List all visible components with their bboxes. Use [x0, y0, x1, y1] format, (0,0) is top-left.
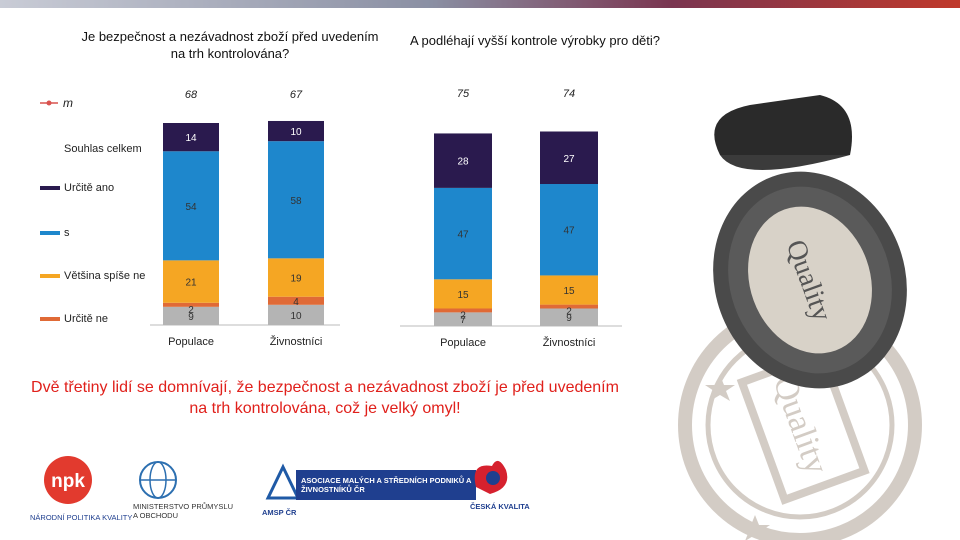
chart1-bar-spise_ne-2 — [268, 258, 324, 297]
chart1-data-label-spise_ano-2: 58 — [290, 196, 302, 207]
chart2-title: A podléhají vyšší kontrole výrobky pro d… — [409, 33, 661, 48]
svg-text:npk: npk — [51, 471, 85, 492]
logo-graphics: npk — [44, 456, 508, 504]
chart2-bar-urcite_ano-1 — [434, 133, 492, 188]
chart2-data-label-nevim-1: 7 — [460, 315, 466, 326]
legend-swatch-spise_ano — [40, 231, 60, 235]
chart2-souhlas-label-1: 75 — [457, 88, 470, 100]
chart1-bar-spise_ano-1 — [163, 151, 219, 261]
amsp-logo-text: ASOCIACE MALÝCH A STŘEDNÍCH PODNIKŮ A ŽI… — [301, 476, 472, 494]
legend-label-urcite_ano: Určitě ano — [64, 182, 114, 194]
chart2-souhlas-label-2: 74 — [563, 88, 575, 100]
legend-label-souhlas_line: Souhlas celkem — [64, 143, 142, 155]
chart1-data-label-spise_ano-1: 54 — [185, 202, 197, 213]
legend-label-urcite_ne: Určitě ne — [64, 313, 108, 325]
key-message: Dvě třetiny lidí se domnívají, že bezpeč… — [31, 379, 619, 417]
chart1-bar-nevim-2 — [268, 304, 324, 325]
ceska-kvalita-logo-text: ČESKÁ KVALITA — [470, 502, 530, 511]
chart2-category-label-1: Populace — [440, 337, 486, 349]
chart2-bar-spise_ano-1 — [434, 187, 492, 280]
chart2-bar-nevim-2 — [540, 308, 598, 326]
legend-swatch-urcite_ne — [40, 317, 60, 321]
chart2-data-label-urcite_ne-2: 2 — [566, 307, 572, 318]
mpo-logo-text: MINISTERSTVO PRŮMYSLU A OBCHODU — [133, 502, 234, 520]
legend-line-label: m — [63, 96, 73, 110]
chart1-bar-urcite_ano-2 — [268, 120, 324, 142]
quality-stamp-illustration: Quality Quality — [678, 95, 922, 540]
chart2-data-label-urcite_ano-2: 27 — [563, 154, 575, 165]
chart1-data-label-urcite_ne-1: 2 — [188, 305, 194, 316]
chart1-souhlas-label-1: 68 — [185, 89, 198, 101]
legend-line-dot — [46, 100, 52, 106]
chart1-bar-urcite_ne-1 — [163, 302, 219, 307]
chart1-category-label-1: Populace — [168, 336, 214, 348]
ceska-kvalita-logo-icon — [474, 460, 508, 494]
chart2-data-label-spise_ne-2: 15 — [563, 286, 575, 297]
chart2-bar-spise_ne-1 — [434, 279, 492, 309]
amsp-logo-icon — [265, 463, 476, 500]
chart1-data-label-urcite_ano-2: 10 — [290, 127, 302, 138]
chart1-data-label-spise_ne-2: 19 — [290, 274, 302, 285]
chart2-bar-urcite_ne-2 — [540, 304, 598, 309]
chart1-bar-spise_ne-1 — [163, 260, 219, 303]
chart2-bar-urcite_ne-1 — [434, 308, 492, 313]
chart2-bar-spise_ne-2 — [540, 275, 598, 305]
legend-swatch-spise_ne — [40, 274, 60, 278]
chart2-data-label-spise_ne-1: 15 — [457, 290, 469, 301]
chart1-title: Je bezpečnost a nezávadnost zboží před u… — [81, 29, 379, 61]
chart2-data-label-nevim-2: 9 — [566, 313, 572, 324]
legend-label-spise_ne: Většina spíše ne — [64, 270, 145, 282]
chart2-category-label-2: Živnostníci — [543, 336, 596, 349]
chart2-data-label-urcite_ne-1: 2 — [460, 310, 466, 321]
chart1-category-label-2: Živnostníci — [270, 335, 323, 348]
amsp-logo-short: AMSP ČR — [262, 508, 297, 517]
chart1-data-label-urcite_ano-1: 14 — [185, 133, 197, 144]
chart1-bar-spise_ano-2 — [268, 141, 324, 259]
chart2-data-label-urcite_ano-1: 28 — [457, 157, 469, 168]
chart2-data-label-spise_ano-2: 47 — [563, 226, 575, 237]
chart1-data-label-urcite_ne-2: 4 — [293, 297, 299, 308]
chart1-bar-urcite_ne-2 — [268, 296, 324, 305]
chart1-bar-nevim-1 — [163, 306, 219, 325]
chart1-data-label-nevim-2: 10 — [290, 311, 302, 322]
mpo-logo-icon — [139, 461, 177, 499]
chart1-souhlas-label-2: 67 — [290, 89, 303, 101]
rubber-stamp-icon: Quality — [713, 95, 907, 389]
legend-swatch-urcite_ano — [40, 186, 60, 190]
chart2-bar-spise_ano-2 — [540, 184, 598, 276]
partner-logos: npk NÁRODNÍ POLITIKA KVALITY MINISTERSTV… — [0, 452, 560, 532]
npk-logo-text: NÁRODNÍ POLITIKA KVALITY — [30, 513, 133, 522]
chart1-bar-urcite_ano-1 — [163, 123, 219, 152]
chart2-data-label-spise_ano-1: 47 — [457, 230, 469, 241]
legend-label-spise_ano: s — [64, 227, 70, 239]
chart2-bar-nevim-1 — [434, 312, 492, 326]
chart2-bar-urcite_ano-2 — [540, 131, 598, 185]
npk-logo-icon: npk — [44, 456, 92, 504]
chart1-data-label-nevim-1: 9 — [188, 312, 194, 323]
top-decorative-bar — [0, 0, 960, 8]
chart1-data-label-spise_ne-1: 21 — [185, 278, 197, 289]
